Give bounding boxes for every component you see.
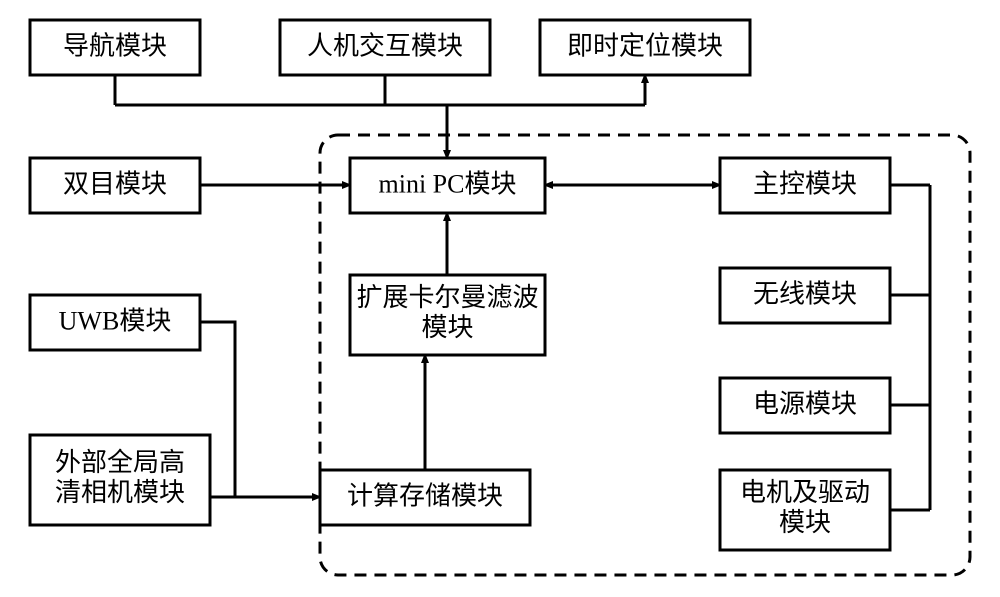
node-rtloc: 即时定位模块 bbox=[540, 20, 750, 75]
node-power-label: 电源模块 bbox=[753, 389, 857, 418]
edge-uwb-calc bbox=[200, 322, 320, 497]
node-uwb: UWB模块 bbox=[30, 295, 200, 350]
node-main-label: 主控模块 bbox=[753, 169, 857, 198]
node-stereo: 双目模块 bbox=[30, 158, 200, 213]
node-power: 电源模块 bbox=[720, 378, 890, 433]
node-camera-label-line-1: 清相机模块 bbox=[55, 478, 185, 507]
node-uwb-label: UWB模块 bbox=[59, 306, 172, 335]
node-rtloc-label: 即时定位模块 bbox=[567, 31, 723, 60]
node-ekf-label-line-1: 模块 bbox=[421, 313, 473, 342]
node-minipc: mini PC模块 bbox=[350, 158, 545, 213]
node-motor-label-line-1: 模块 bbox=[779, 508, 831, 537]
node-wireless: 无线模块 bbox=[720, 268, 890, 323]
node-ekf: 扩展卡尔曼滤波模块 bbox=[350, 275, 545, 355]
node-ekf-label-line-0: 扩展卡尔曼滤波 bbox=[356, 283, 538, 312]
node-calc: 计算存储模块 bbox=[320, 470, 530, 525]
node-stereo-label: 双目模块 bbox=[63, 169, 167, 198]
node-nav-label: 导航模块 bbox=[63, 31, 167, 60]
node-hmi: 人机交互模块 bbox=[280, 20, 490, 75]
node-hmi-label: 人机交互模块 bbox=[307, 31, 463, 60]
node-motor-label-line-0: 电机及驱动 bbox=[740, 478, 870, 507]
nodes-group: 导航模块 人机交互模块 即时定位模块双目模块 mini PC模块 主控模块 UWB模块 扩展… bbox=[30, 20, 890, 550]
node-minipc-label: mini PC模块 bbox=[379, 169, 517, 198]
node-camera: 外部全局高清相机模块 bbox=[30, 435, 210, 525]
node-wireless-label: 无线模块 bbox=[753, 279, 857, 308]
node-nav: 导航模块 bbox=[30, 20, 200, 75]
node-calc-label: 计算存储模块 bbox=[347, 481, 503, 510]
node-main: 主控模块 bbox=[720, 158, 890, 213]
node-motor: 电机及驱动模块 bbox=[720, 470, 890, 550]
node-camera-label-line-0: 外部全局高 bbox=[55, 448, 185, 477]
